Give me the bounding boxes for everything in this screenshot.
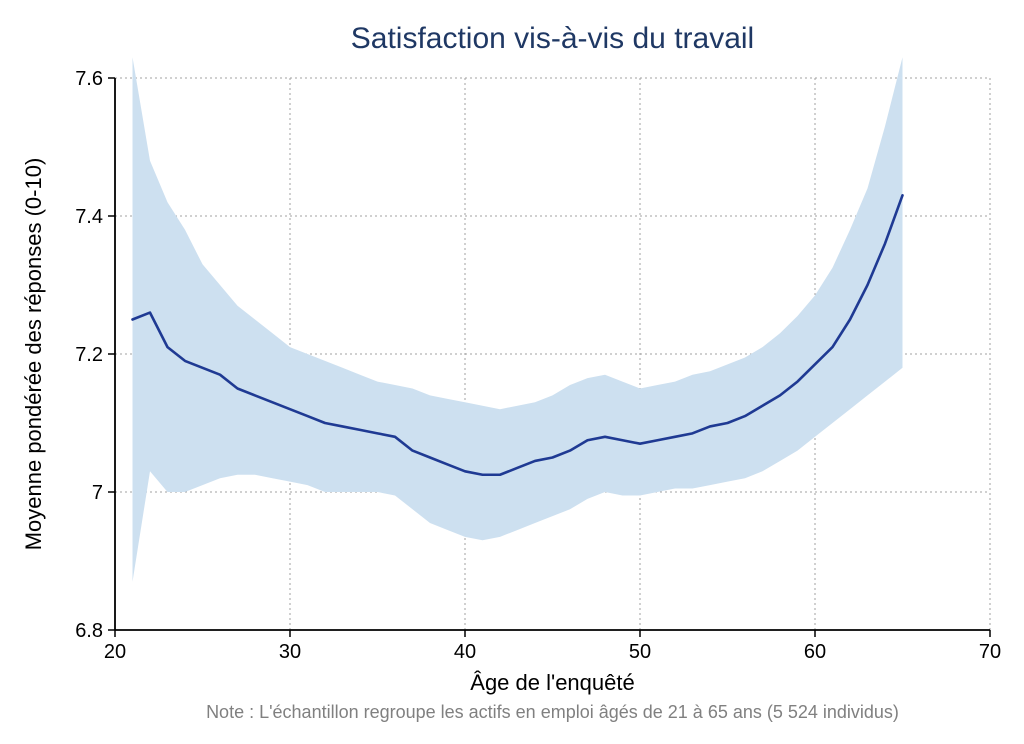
x-axis-label: Âge de l'enquêté <box>470 670 634 695</box>
y-tick-label: 7 <box>92 482 103 504</box>
chart-note: Note : L'échantillon regroupe les actifs… <box>206 702 899 722</box>
x-tick-label: 40 <box>454 641 476 663</box>
x-tick-label: 30 <box>279 641 301 663</box>
x-tick-label: 60 <box>804 641 826 663</box>
chart-svg: 20 30 40 50 60 70 6.8 7 7.2 7.4 7.6 Satisfaction vi… <box>0 0 1024 744</box>
chart-title: Satisfaction vis-à-vis du travail <box>351 22 754 55</box>
y-tick-label: 7.4 <box>75 206 103 228</box>
x-tick-label: 70 <box>979 641 1001 663</box>
y-axis-label: Moyenne pondérée des réponses (0-10) <box>21 158 46 551</box>
chart-container: 20 30 40 50 60 70 6.8 7 7.2 7.4 7.6 Satisfaction vi… <box>0 0 1024 744</box>
x-tick-label: 50 <box>629 641 651 663</box>
y-tick-label: 7.2 <box>75 344 103 366</box>
y-tick-label: 7.6 <box>75 68 103 90</box>
y-tick-label: 6.8 <box>75 620 103 642</box>
x-tick-label: 20 <box>104 641 126 663</box>
